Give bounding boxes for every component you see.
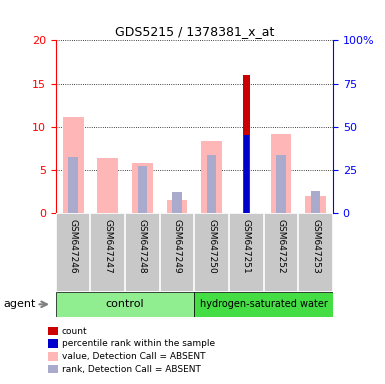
Text: GSM647249: GSM647249 xyxy=(172,219,182,274)
Bar xyxy=(271,134,291,213)
Bar xyxy=(207,155,216,213)
Text: agent: agent xyxy=(4,299,36,310)
Bar xyxy=(172,192,182,213)
Bar xyxy=(63,117,84,213)
FancyBboxPatch shape xyxy=(56,292,194,317)
Text: GSM647251: GSM647251 xyxy=(242,219,251,274)
FancyBboxPatch shape xyxy=(194,292,333,317)
Text: hydrogen-saturated water: hydrogen-saturated water xyxy=(200,299,328,310)
Title: GDS5215 / 1378381_x_at: GDS5215 / 1378381_x_at xyxy=(115,25,274,38)
Text: GSM647246: GSM647246 xyxy=(69,219,78,274)
Bar xyxy=(201,141,222,213)
Bar xyxy=(311,191,320,213)
Bar xyxy=(243,75,250,213)
Bar xyxy=(132,163,153,213)
Text: control: control xyxy=(106,299,144,310)
Bar xyxy=(305,196,326,213)
Bar xyxy=(69,157,78,213)
Bar xyxy=(138,167,147,213)
Text: value, Detection Call = ABSENT: value, Detection Call = ABSENT xyxy=(62,352,205,361)
Text: rank, Detection Call = ABSENT: rank, Detection Call = ABSENT xyxy=(62,364,201,374)
Text: count: count xyxy=(62,326,87,336)
Bar xyxy=(167,200,187,213)
Bar xyxy=(276,155,286,213)
Text: GSM647247: GSM647247 xyxy=(103,219,112,274)
Text: GSM647252: GSM647252 xyxy=(276,219,286,274)
Text: GSM647250: GSM647250 xyxy=(207,219,216,274)
Text: GSM647248: GSM647248 xyxy=(138,219,147,274)
Bar xyxy=(244,136,249,213)
Bar xyxy=(97,158,118,213)
Text: percentile rank within the sample: percentile rank within the sample xyxy=(62,339,215,348)
Text: GSM647253: GSM647253 xyxy=(311,219,320,274)
